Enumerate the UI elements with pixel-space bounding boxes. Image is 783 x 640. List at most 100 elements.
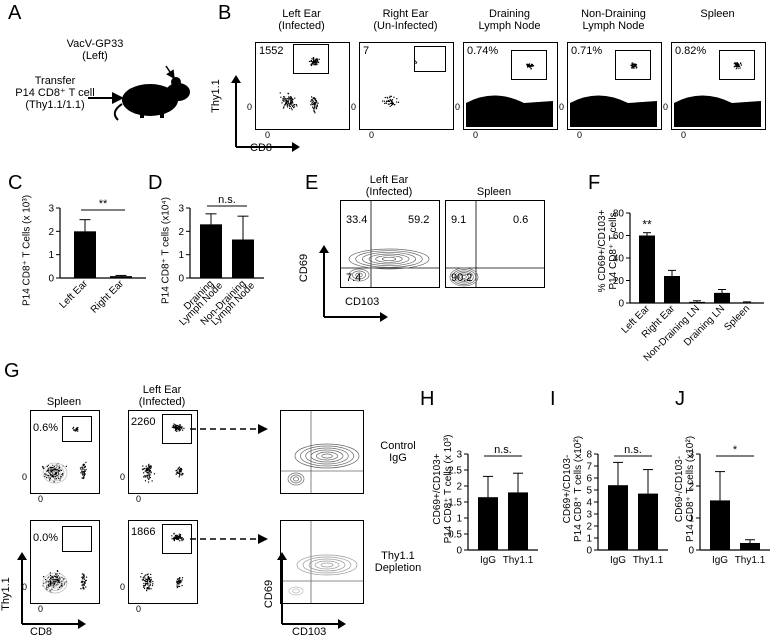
y-tick-label: 20 <box>613 276 625 287</box>
panel-j-bar-chart: 0 1 2 3 IgG Thy1.1 * <box>688 444 770 566</box>
panel-e-contours <box>446 201 544 287</box>
panel-g-contour-xaxis-label: CD103 <box>292 626 327 638</box>
panel-g-row-label-line: Depletion <box>374 562 422 574</box>
panel-j-ylabel-line-2: P14 CD8⁺ T cells (x10²) <box>685 435 696 543</box>
panel-b-x-tick: 0 <box>577 130 583 140</box>
category-label: Thy1.1 <box>633 555 664 566</box>
panel-b-y-tick: 0 <box>351 102 357 112</box>
population-contour <box>287 472 305 486</box>
panel-letter-e: E <box>305 172 319 194</box>
panel-d-ylabel: P14 CD8⁺ T cells (x10⁴) <box>160 196 172 305</box>
y-tick-label: 1 <box>456 514 462 525</box>
y-tick-label: 4 <box>586 498 592 509</box>
panel-g-y-tick: 0 <box>22 582 28 592</box>
infection-line-1: VacV-GP33 <box>66 38 124 50</box>
category-label: IgG <box>712 555 728 566</box>
panel-e-quadrant-ul: 9.1 <box>451 214 467 226</box>
panel-b-y-tick: 0 <box>247 102 253 112</box>
y-tick-label: 8 <box>586 450 592 461</box>
panel-h-bar-chart: 0 0.5 1 1.5 2 2.5 3 IgG Thy1.1 n.s. <box>448 444 538 566</box>
panel-e-plot-title: Left Ear (Infected) <box>340 174 438 198</box>
panel-b-plot-title-line: Non-Draining <box>581 8 646 20</box>
cell-cloud <box>175 466 184 478</box>
panel-e-contour-plot <box>340 200 440 288</box>
panel-b-plot-title: Non-Draining Lymph Node <box>567 8 660 32</box>
category-label: Thy1.1 <box>735 555 766 566</box>
panel-b-gate-value: 7 <box>363 45 370 57</box>
panel-g-column-title: Spleen <box>20 396 108 408</box>
panel-b-gate-value: 0.82% <box>675 45 707 57</box>
bar <box>232 239 254 278</box>
y-tick-label: 3 <box>178 204 184 215</box>
population-contour <box>42 462 68 484</box>
panel-e-quadrant-ul: 33.4 <box>346 214 368 226</box>
significance-label: * <box>733 444 738 456</box>
y-tick-label: 5 <box>586 486 592 497</box>
significance-label: n.s. <box>624 444 642 456</box>
panel-e-plot-title-line: Left Ear <box>369 174 409 186</box>
panel-g-x-tick: 0 <box>136 494 142 504</box>
y-tick-label: 3 <box>48 204 54 215</box>
panel-g-row-label-line: IgG <box>389 452 407 464</box>
panel-b-x-tick: 0 <box>681 130 687 140</box>
panel-b-plot-title-line: Lymph Node <box>582 20 645 32</box>
panel-g-ear-value: 2260 <box>131 416 156 428</box>
y-tick-label: 80 <box>613 209 625 220</box>
panel-g-contours <box>281 411 363 493</box>
y-tick-label: 0 <box>48 274 54 285</box>
bar <box>110 276 132 278</box>
panel-g-x-tick: 0 <box>136 604 142 614</box>
mouse-icon <box>113 77 190 121</box>
panel-j-ylabel: CD69-/CD103- P14 CD8⁺ T cells (x10²) <box>674 424 696 554</box>
cell-cloud <box>414 60 418 64</box>
bar <box>478 497 498 550</box>
bar <box>200 224 222 278</box>
y-tick-label: 0 <box>586 546 592 557</box>
cell-cloud <box>526 63 535 70</box>
panel-g-spleen-scatter <box>42 570 88 594</box>
y-tick-label: 2 <box>688 482 694 493</box>
y-tick-label: 2 <box>48 227 54 238</box>
panel-b-plot-title-line: (Infected) <box>278 20 325 32</box>
panel-b-gate-value: 0.74% <box>467 45 499 57</box>
panel-b-flow-plot <box>463 42 558 130</box>
panel-letter-f: F <box>588 172 601 194</box>
panel-e-axis-arrows <box>319 245 388 322</box>
panel-b-plot-title: Spleen <box>671 8 764 20</box>
panel-b-plot-title: Left Ear (Infected) <box>255 8 348 32</box>
significance-label: n.s. <box>218 194 236 206</box>
transfer-line-3: (Thy1.1/1.1) <box>25 99 85 111</box>
panel-g-dashed-arrow <box>190 424 268 434</box>
category-label: Thy1.1 <box>503 555 534 566</box>
category-label: Right Ear <box>89 278 127 316</box>
population-contour <box>348 268 370 282</box>
panel-g-row-label-line: Thy1.1 <box>381 550 415 562</box>
cell-cloud <box>733 62 743 70</box>
dense-population <box>570 95 657 127</box>
cell-cloud <box>80 573 88 590</box>
bar <box>740 542 760 550</box>
cell-cloud <box>176 577 184 589</box>
y-tick-label: 3 <box>586 510 592 521</box>
panel-b-scatter <box>466 63 553 127</box>
panel-g-row-label: Control IgG <box>368 440 428 464</box>
y-tick-label: 3 <box>688 450 694 461</box>
panel-g-row-label: Thy1.1 Depletion <box>368 550 428 574</box>
population-contour <box>449 267 479 287</box>
panel-g-dashed-arrow <box>190 534 268 544</box>
infection-line-2: (Left) <box>82 50 108 62</box>
cell-cloud <box>279 92 298 111</box>
panel-f-ylabel-line-2: P14 CD8⁺ T cells <box>608 212 619 290</box>
infection-arrow <box>165 65 175 80</box>
cell-cloud <box>308 57 320 67</box>
panel-b-x-tick: 0 <box>369 130 375 140</box>
y-tick-label: 7 <box>586 462 592 473</box>
y-tick-label: 2 <box>456 482 462 493</box>
panel-g-yaxis-label: Thy1.1 <box>0 577 12 611</box>
panel-g-contour-plot <box>280 410 364 494</box>
panel-letter-j: J <box>675 388 685 410</box>
panel-b-scatter <box>279 57 320 114</box>
panel-g-contour-plot <box>280 520 364 604</box>
bar <box>689 301 705 303</box>
